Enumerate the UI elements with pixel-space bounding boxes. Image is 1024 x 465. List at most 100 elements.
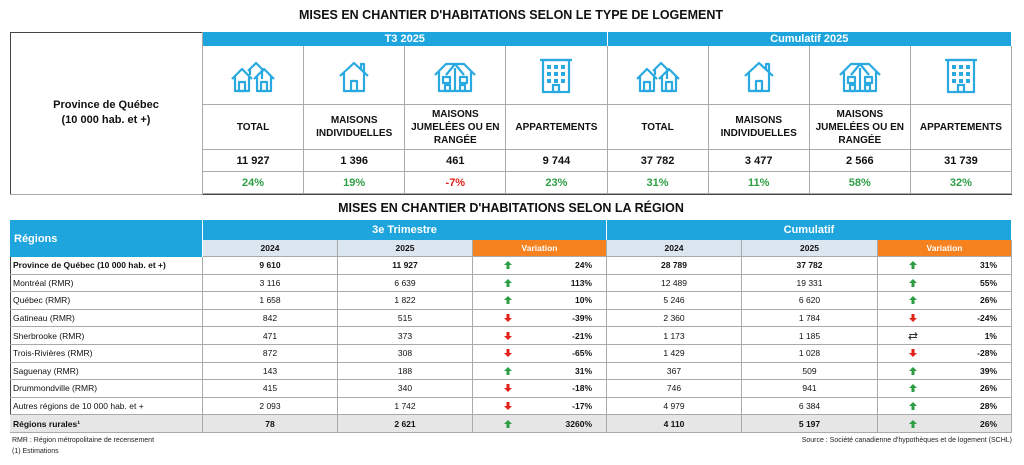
variation: -65% [473,345,607,363]
variation: 39% [878,362,1012,381]
variation: -24% [878,309,1012,328]
value: 78 [203,415,338,433]
type-label: MAISONS INDIVIDUELLES [304,105,406,150]
value: 340 [338,380,473,398]
type-value: 1 396 [304,150,406,172]
trend-arrow [908,331,918,340]
region-name: Autres régions de 10 000 hab. et + [10,397,203,416]
value: 37 782 [742,257,878,275]
variation: -21% [473,327,607,345]
value: 11 927 [338,257,473,275]
variation: 10% [473,292,607,310]
group-header: 3e Trimestre [203,220,607,240]
icon-cell [708,46,810,105]
type-change: 58% [809,172,911,194]
value: 2 621 [338,415,473,433]
value: 1 822 [338,292,473,310]
sub-header: Variation [473,240,607,257]
variation-value: 26% [979,383,997,394]
value: 872 [203,345,338,363]
region-name: Montréal (RMR) [10,274,203,293]
value: 746 [607,380,742,398]
variation: -17% [473,397,607,416]
type-value: 2 566 [809,150,911,172]
group-header: T3 2025 [203,32,608,46]
region-name: Drummondville (RMR) [10,380,203,398]
footnote: RMR : Région métropolitaine de recenseme… [12,437,155,444]
variation: 1% [878,327,1012,345]
variation-value: 28% [979,401,997,412]
variation: -28% [878,345,1012,363]
variation: 3260% [473,415,607,433]
housing-icon [434,62,477,93]
trend-arrow [504,366,512,375]
value: 6 639 [338,274,473,293]
variation: 24% [473,257,607,275]
type-change: -7% [405,172,507,194]
trend-arrow [909,314,917,323]
variation: -39% [473,309,607,328]
variation-value: -28% [977,348,997,359]
value: 415 [203,380,338,398]
value: 1 173 [607,327,742,345]
value: 4 979 [607,397,742,416]
source: Source : Société canadienne d'hypothèque… [801,437,1012,444]
table-title: MISES EN CHANTIER D'HABITATIONS SELON LE… [298,8,724,22]
value: 188 [338,362,473,381]
housing-icon [839,62,881,93]
table-title: MISES EN CHANTIER D'HABITATIONS SELON LA… [338,201,684,215]
variation: 26% [878,380,1012,398]
variation-value: -65% [572,348,592,359]
trend-arrow [909,366,917,375]
sub-header: Variation [878,240,1012,257]
value: 1 658 [203,292,338,310]
type-change: 24% [203,172,305,194]
sub-header: 2024 [607,240,742,257]
trend-arrow [909,384,917,393]
type-change: 19% [304,172,406,194]
region-name: Québec (RMR) [10,292,203,310]
sub-header: 2024 [203,240,338,257]
type-label: APPARTEMENTS [910,105,1012,150]
type-label: MAISONS INDIVIDUELLES [708,105,810,150]
housing-icon [339,61,369,93]
trend-arrow [909,419,917,428]
trend-arrow [504,349,512,358]
value: 12 489 [607,274,742,293]
variation: 55% [878,274,1012,293]
variation: -18% [473,380,607,398]
variation-value: -18% [572,383,592,394]
region-name: Province de Québec (10 000 hab. et +) [10,257,203,275]
type-label: TOTAL [203,105,305,150]
housing-icon [231,61,275,93]
variation: 26% [878,415,1012,433]
type-label: TOTAL [607,105,709,150]
sub-header: 2025 [338,240,473,257]
value: 2 360 [607,309,742,328]
value: 1 028 [742,345,878,363]
variation-value: -39% [572,313,592,324]
variation-value: -21% [572,330,592,341]
variation: 31% [473,362,607,381]
trend-arrow [504,296,512,305]
value: 1 784 [742,309,878,328]
type-value: 3 477 [708,150,810,172]
value: 471 [203,327,338,345]
trend-arrow [504,331,512,340]
region-name: Saguenay (RMR) [10,362,203,381]
trend-arrow [504,314,512,323]
icon-cell [304,46,406,105]
value: 4 110 [607,415,742,433]
variation-value: -24% [977,313,997,324]
value: 1 742 [338,397,473,416]
group-header: Cumulatif [607,220,1012,240]
housing-icon [743,61,774,93]
group-header: Cumulatif 2025 [607,32,1012,46]
housing-icon [635,61,680,93]
icon-cell [203,46,305,105]
type-value: 11 927 [203,150,305,172]
type-change: 31% [607,172,709,194]
variation-value: 24% [574,260,592,271]
trend-arrow [504,402,512,411]
variation-value: 26% [979,418,997,429]
